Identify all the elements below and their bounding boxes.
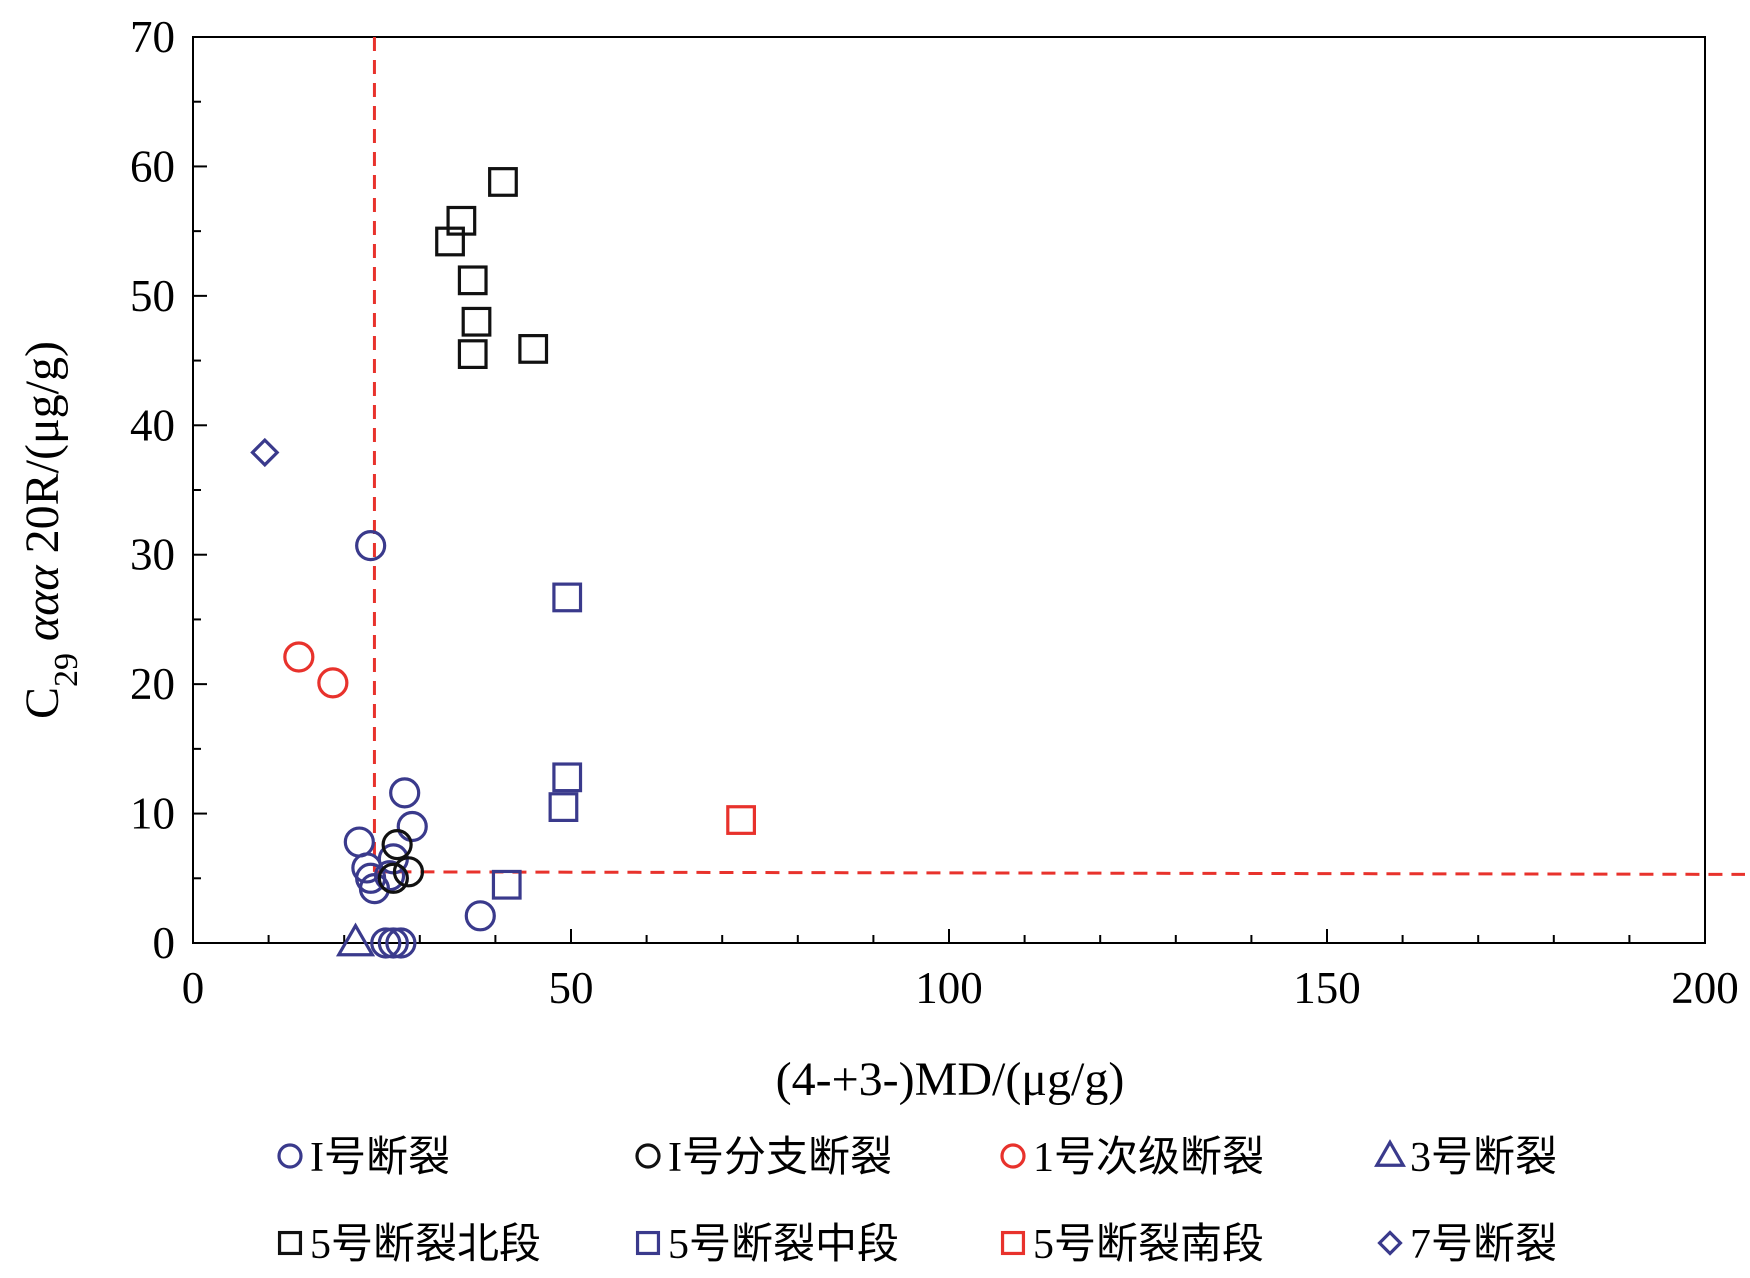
data-point bbox=[396, 810, 428, 843]
x-tick-label: 100 bbox=[915, 963, 983, 1013]
data-point bbox=[389, 777, 421, 809]
legend-marker bbox=[635, 1230, 661, 1256]
legend-item: I号分支断裂 bbox=[635, 1135, 892, 1181]
data-point bbox=[335, 922, 376, 957]
legend-marker bbox=[277, 1230, 303, 1256]
legend-marker bbox=[1374, 1139, 1406, 1167]
data-point bbox=[385, 927, 417, 959]
data-point bbox=[552, 762, 583, 793]
plot-frame bbox=[192, 36, 1706, 944]
x-tick-label: 200 bbox=[1671, 963, 1739, 1013]
series-3 bbox=[335, 922, 376, 957]
data-point bbox=[457, 265, 488, 296]
data-points bbox=[250, 167, 756, 959]
legend-item: 5号断裂北段 bbox=[277, 1222, 541, 1268]
legend: I号断裂 I号分支断裂 1号次级断裂 3号断裂 5号断裂北段 5号断裂中段 5号断裂南段 7号… bbox=[277, 1135, 1557, 1268]
data-point bbox=[435, 226, 465, 257]
reference-lines bbox=[372, 37, 1746, 876]
y-axis-label-suffix: 20R/(μg/g) bbox=[16, 341, 69, 565]
data-point bbox=[370, 927, 402, 959]
y-tick-label: 20 bbox=[130, 659, 175, 709]
data-point bbox=[464, 900, 496, 932]
legend-marker bbox=[1000, 1230, 1026, 1256]
data-point bbox=[377, 927, 409, 959]
y-axis-label-prefix: C bbox=[16, 687, 69, 719]
data-point bbox=[381, 829, 413, 861]
data-point bbox=[373, 860, 406, 892]
legend-label: 3号断裂 bbox=[1410, 1135, 1557, 1181]
data-point bbox=[548, 792, 579, 822]
legend-item: I号断裂 bbox=[277, 1135, 450, 1181]
data-point bbox=[343, 826, 375, 858]
data-point bbox=[283, 641, 315, 673]
x-axis-label: (4-+3-)MD/(μg/g) bbox=[776, 1053, 1125, 1106]
data-point bbox=[457, 339, 488, 369]
legend-label: 5号断裂中段 bbox=[668, 1222, 899, 1268]
data-point bbox=[317, 667, 349, 699]
legend-label: I号断裂 bbox=[310, 1135, 450, 1181]
data-point bbox=[250, 437, 280, 468]
axes: 0 10 20 30 40 50 60 70 0 50 100 150 200 bbox=[130, 12, 1739, 1013]
legend-item: 3号断裂 bbox=[1374, 1135, 1557, 1181]
data-point bbox=[446, 205, 477, 236]
x-tick-label: 150 bbox=[1293, 963, 1361, 1013]
y-tick-label: 70 bbox=[130, 12, 175, 62]
y-tick-label: 10 bbox=[130, 789, 175, 839]
y-tick-label: 60 bbox=[130, 141, 175, 191]
data-point bbox=[726, 805, 756, 835]
legend-label: 5号断裂南段 bbox=[1033, 1222, 1264, 1268]
y-tick-label: 30 bbox=[130, 530, 175, 580]
series-5 bbox=[491, 582, 583, 900]
legend-label: 5号断裂北段 bbox=[310, 1222, 541, 1268]
legend-marker bbox=[277, 1143, 303, 1169]
legend-item: 5号断裂南段 bbox=[1000, 1222, 1264, 1268]
legend-label: 1号次级断裂 bbox=[1033, 1135, 1264, 1181]
legend-item: 7号断裂 bbox=[1377, 1222, 1557, 1268]
series-6 bbox=[726, 805, 756, 835]
y-tick-label: 40 bbox=[130, 400, 175, 450]
series-7 bbox=[250, 437, 280, 468]
data-point bbox=[392, 856, 425, 888]
data-point bbox=[377, 862, 409, 894]
legend-marker bbox=[635, 1143, 661, 1169]
y-axis-label: C29 ααα 20R/(μg/g) bbox=[16, 341, 85, 719]
data-point bbox=[552, 582, 583, 613]
y-tick-label: 50 bbox=[130, 271, 175, 321]
legend-label: I号分支断裂 bbox=[668, 1135, 892, 1181]
series-2 bbox=[283, 641, 349, 699]
legend-marker bbox=[1000, 1143, 1026, 1169]
data-point bbox=[518, 334, 549, 364]
x-tick-label: 50 bbox=[549, 963, 594, 1013]
legend-label: 7号断裂 bbox=[1410, 1222, 1557, 1268]
data-point bbox=[488, 167, 518, 197]
series-1 bbox=[377, 829, 425, 894]
series-0 bbox=[343, 530, 496, 959]
legend-item: 1号次级断裂 bbox=[1000, 1135, 1264, 1181]
x-tick-label: 0 bbox=[182, 963, 205, 1013]
y-axis-label-subscript: 29 bbox=[48, 653, 85, 687]
data-point bbox=[355, 530, 387, 562]
y-tick-label: 0 bbox=[153, 918, 176, 968]
legend-marker bbox=[1377, 1230, 1403, 1256]
data-point bbox=[491, 869, 522, 900]
data-point bbox=[461, 306, 492, 337]
series-4 bbox=[435, 167, 549, 369]
legend-item: 5号断裂中段 bbox=[635, 1222, 899, 1268]
y-axis-label-greek: ααα bbox=[16, 565, 69, 653]
horizontal-threshold-line bbox=[374, 870, 1746, 876]
